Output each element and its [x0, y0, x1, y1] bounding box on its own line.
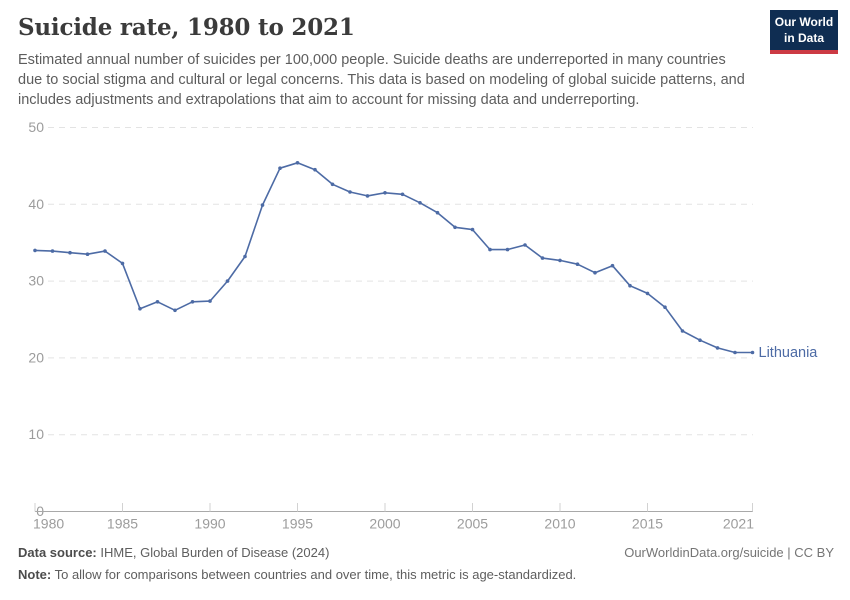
- x-axis-tick-label: 2000: [369, 516, 400, 532]
- y-axis-tick-label: 40: [28, 196, 44, 212]
- data-point[interactable]: [558, 258, 562, 263]
- data-point[interactable]: [295, 161, 300, 165]
- data-point[interactable]: [68, 250, 72, 255]
- data-point[interactable]: [523, 243, 527, 247]
- data-point[interactable]: [418, 201, 422, 205]
- data-point[interactable]: [225, 279, 230, 283]
- chart-subtitle: Estimated annual number of suicides per …: [18, 52, 745, 108]
- data-line-lithuania[interactable]: [34, 162, 754, 354]
- data-point[interactable]: [488, 247, 492, 252]
- data-point[interactable]: [470, 227, 475, 232]
- x-axis-tick-label: 1985: [107, 516, 138, 532]
- data-point[interactable]: [243, 254, 247, 259]
- footer-note-row: Note: To allow for comparisons between c…: [18, 567, 834, 582]
- owid-logo-red-bar: [770, 50, 838, 55]
- x-axis-tick-label: 2005: [457, 516, 488, 532]
- footer-note-text: To allow for comparisons between countri…: [51, 567, 577, 582]
- y-axis-tick-label: 30: [28, 273, 44, 289]
- owid-logo-line2: in Data: [783, 30, 824, 45]
- data-point[interactable]: [663, 305, 667, 310]
- chart-header: Suicide rate, 1980 to 2021 Estimated ann…: [18, 14, 758, 110]
- data-point[interactable]: [33, 248, 37, 253]
- data-point[interactable]: [365, 194, 370, 198]
- data-point[interactable]: [400, 192, 405, 197]
- data-point[interactable]: [208, 299, 212, 303]
- x-axis-tick-label: 2021: [723, 516, 754, 532]
- x-axis-tick-label: 1980: [33, 516, 64, 532]
- x-axis-tick-label: 1995: [282, 516, 313, 532]
- page-title: Suicide rate, 1980 to 2021: [18, 14, 355, 41]
- footer-source-row: OurWorldinData.org/suicide | CC BY Data …: [18, 545, 834, 560]
- data-point[interactable]: [750, 350, 755, 355]
- data-point[interactable]: [173, 308, 177, 313]
- data-point[interactable]: [383, 191, 387, 195]
- data-point[interactable]: [593, 270, 597, 275]
- data-point[interactable]: [453, 225, 457, 230]
- y-axis-tick-label: 50: [28, 119, 44, 135]
- data-point[interactable]: [698, 338, 702, 343]
- data-point[interactable]: [575, 262, 580, 267]
- y-axis-tick-label: 10: [28, 426, 44, 442]
- data-point[interactable]: [540, 256, 545, 260]
- y-axis-tick-label: 20: [28, 349, 44, 365]
- footer-source-label: Data source:: [18, 545, 97, 560]
- data-point[interactable]: [313, 167, 317, 172]
- data-point[interactable]: [505, 247, 510, 252]
- data-point[interactable]: [138, 306, 142, 311]
- footer-source-text: IHME, Global Burden of Disease (2024): [96, 545, 330, 560]
- data-point[interactable]: [85, 252, 90, 256]
- owid-logo[interactable]: Our World in Data: [770, 10, 838, 55]
- data-point[interactable]: [733, 350, 737, 355]
- footer-rights[interactable]: OurWorldinData.org/suicide | CC BY: [624, 545, 834, 560]
- data-point[interactable]: [190, 300, 195, 304]
- data-point[interactable]: [715, 346, 720, 350]
- owid-logo-text: Our World in Data: [770, 10, 838, 51]
- data-point[interactable]: [628, 283, 632, 288]
- data-point[interactable]: [278, 166, 282, 170]
- x-axis-tick-label: 2010: [544, 516, 575, 532]
- data-point[interactable]: [330, 182, 335, 187]
- data-point[interactable]: [435, 210, 440, 215]
- x-axis-tick-label: 1990: [194, 516, 225, 532]
- data-point[interactable]: [680, 329, 685, 333]
- data-point[interactable]: [610, 263, 615, 268]
- data-point[interactable]: [155, 300, 160, 304]
- series-end-label[interactable]: Lithuania: [759, 345, 819, 361]
- data-point[interactable]: [645, 291, 650, 296]
- data-point[interactable]: [260, 203, 265, 207]
- data-point[interactable]: [50, 249, 55, 253]
- x-axis-tick-label: 2015: [632, 516, 663, 532]
- data-point[interactable]: [120, 261, 125, 266]
- data-point[interactable]: [348, 190, 352, 194]
- owid-logo-line1: Our World: [774, 15, 834, 29]
- data-point[interactable]: [103, 249, 107, 253]
- footer-note-label: Note:: [18, 567, 52, 582]
